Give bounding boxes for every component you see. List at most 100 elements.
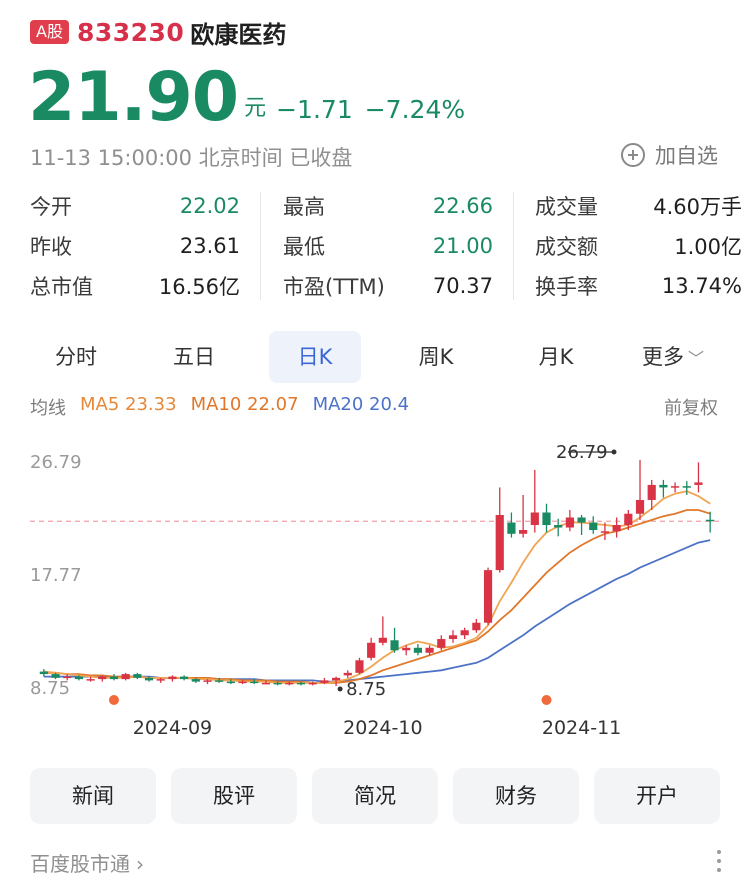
tab-five-day[interactable]: 五日: [173, 345, 215, 369]
candle-body: [507, 522, 516, 534]
price-change: −1.71: [276, 95, 353, 124]
stat-label: 今开: [30, 195, 72, 219]
stat-value: 16.56亿: [158, 275, 240, 299]
event-marker: [108, 695, 119, 705]
stat-row: 最低 21.00: [283, 226, 493, 266]
x-tick-label: 2024-09: [133, 717, 212, 739]
candle-body: [706, 519, 715, 522]
news-button[interactable]: 新闻: [30, 768, 156, 824]
event-marker: [541, 695, 552, 705]
footer-link[interactable]: 百度股市通 ›: [30, 848, 144, 877]
stat-label: 换手率: [535, 275, 598, 299]
candle-body: [670, 486, 680, 488]
candle-body: [647, 484, 656, 500]
candle-body: [355, 660, 364, 673]
finance-button[interactable]: 财务: [453, 768, 579, 824]
ma10-value: MA10 22.07: [190, 394, 299, 415]
candle-body: [542, 512, 551, 526]
candle-body: [261, 682, 271, 685]
candle-body: [624, 513, 633, 526]
candle-body: [659, 484, 668, 488]
price-row: 21.90 元 −1.71 −7.24%: [28, 62, 465, 134]
plus-circle-icon: [621, 143, 645, 167]
open-account-button[interactable]: 开户: [594, 768, 720, 824]
add-watchlist-button[interactable]: 加自选: [621, 140, 718, 170]
stat-value: 21.00: [432, 234, 493, 258]
x-tick-label: 2024-11: [542, 717, 621, 739]
stat-label: 昨收: [30, 235, 72, 259]
candle-body: [425, 647, 434, 653]
y-tick-label: 17.77: [30, 565, 82, 586]
divider: [260, 192, 261, 300]
stats-grid: 今开 22.02 昨收 23.61 总市值 16.56亿 最高 22.66 最低 21.0…: [30, 186, 742, 306]
kline-chart[interactable]: 26.79 17.77 8.75 26.79 8.75 2024-09 2024-10 20…: [0, 428, 750, 748]
stat-value: 13.74%: [661, 274, 742, 298]
tab-more[interactable]: 更多 ﹀: [626, 331, 720, 383]
price-change-percent: −7.24%: [364, 95, 466, 124]
chevron-down-icon: ﹀: [687, 349, 704, 368]
candle-body: [460, 630, 469, 636]
stat-label: 总市值: [30, 275, 93, 299]
stat-row: 换手率 13.74%: [535, 266, 742, 306]
stats-column-3: 成交量 4.60万手 成交额 1.00亿 换手率 13.74%: [535, 186, 742, 306]
candle-body: [109, 676, 119, 680]
current-price: 21.90: [28, 58, 239, 137]
ma20-value: MA20 20.4: [312, 394, 410, 415]
tab-weekly-k[interactable]: 周K: [418, 345, 454, 369]
stat-row: 市盈(TTM) 70.37: [283, 266, 493, 306]
candle-body: [63, 676, 72, 679]
stock-header: A股 833230 欧康医药: [30, 16, 286, 49]
stat-row: 成交额 1.00亿: [535, 226, 742, 266]
footer-label: 百度股市通: [30, 852, 130, 876]
stock-code: 833230: [76, 17, 185, 47]
stat-row: 今开 22.02: [30, 186, 240, 226]
candle-body: [367, 642, 376, 658]
tab-monthly-k[interactable]: 月K: [538, 345, 574, 369]
stat-label: 最低: [283, 235, 325, 259]
y-tick-label: 26.79: [30, 452, 82, 473]
ma20-line: [43, 539, 711, 683]
candle-body: [331, 677, 341, 681]
candle-body: [635, 499, 645, 514]
candle-body: [495, 514, 504, 571]
min-price-label: 8.75: [346, 679, 386, 700]
candle-body: [483, 570, 493, 623]
candle-body: [437, 639, 446, 648]
adjust-mode-toggle[interactable]: 前复权: [664, 398, 718, 419]
profile-button[interactable]: 简况: [312, 768, 438, 824]
tab-daily-k[interactable]: 日K: [269, 331, 361, 383]
candle-body: [413, 647, 423, 653]
candle-body: [612, 525, 621, 532]
candle-body: [226, 681, 235, 684]
candle-body: [203, 680, 212, 682]
divider: [513, 192, 514, 300]
candle-body: [86, 679, 95, 681]
candle-body: [144, 677, 154, 681]
stat-label: 最高: [283, 195, 325, 219]
ma-label: 均线: [30, 398, 66, 419]
stats-column-2: 最高 22.66 最低 21.00 市盈(TTM) 70.37: [283, 186, 493, 306]
action-buttons: 新闻 股评 简况 财务 开户: [30, 768, 720, 824]
period-tabs: 分时 五日 日K 周K 月K 更多 ﹀: [30, 331, 720, 383]
tab-intraday[interactable]: 分时: [55, 345, 97, 369]
ma5-line: [43, 490, 711, 684]
comments-button[interactable]: 股评: [171, 768, 297, 824]
max-price-label: 26.79: [556, 442, 608, 463]
stat-value: 22.02: [179, 194, 240, 218]
stat-row: 成交量 4.60万手: [535, 186, 742, 226]
more-options-icon[interactable]: [716, 850, 722, 876]
stat-label: 市盈(TTM): [283, 275, 385, 299]
tab-more-label: 更多: [641, 345, 684, 369]
trade-time-status: 11-13 15:00:00 北京时间 已收盘: [30, 146, 353, 170]
stat-label: 成交量: [535, 195, 598, 219]
stat-label: 成交额: [535, 235, 598, 259]
candle-body: [98, 676, 107, 680]
stat-row: 昨收 23.61: [30, 226, 240, 266]
candle-body: [285, 682, 294, 685]
candle-body: [296, 682, 306, 685]
candle-body: [156, 679, 165, 681]
candle-body: [472, 622, 481, 631]
stat-value: 4.60万手: [653, 195, 742, 219]
stats-column-1: 今开 22.02 昨收 23.61 总市值 16.56亿: [30, 186, 240, 306]
candle-body: [565, 517, 574, 528]
